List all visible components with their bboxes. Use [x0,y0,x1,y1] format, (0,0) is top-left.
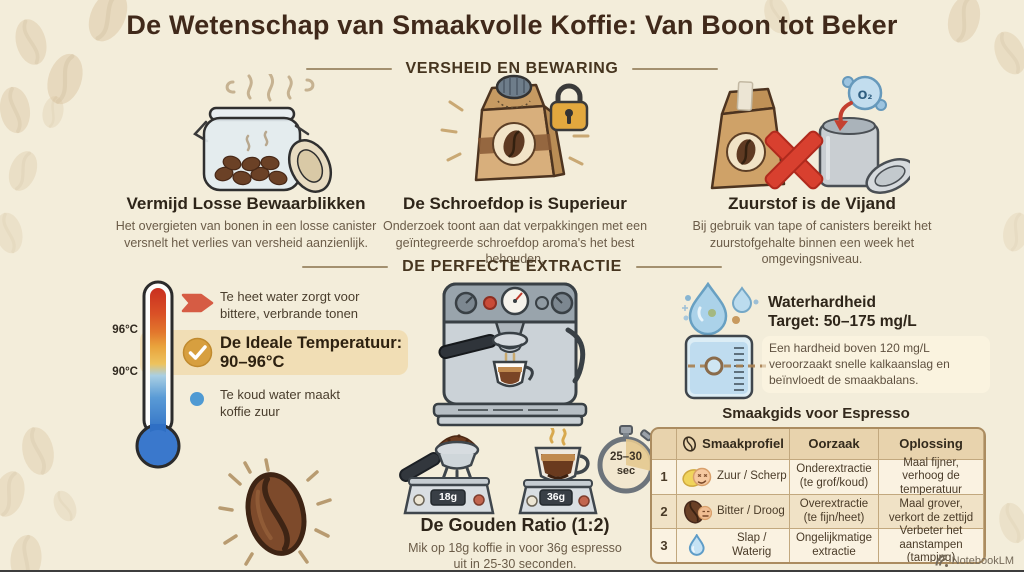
timer-value: 25–30 [610,451,642,463]
sour-lemon-face-icon [682,467,712,487]
coffee-bean-deco-icon [47,485,83,527]
card-body: Bij gebruik van tape of canisters bereik… [692,219,932,266]
column-header-cause: Oorzaak [790,429,878,459]
watermark: NotebookLM [935,554,1014,567]
notebooklm-logo-icon [935,554,948,567]
bitter-bean-face-icon [683,499,712,524]
screwcap-bag-lock-illustration [440,74,590,182]
divider-line [302,266,389,268]
coffee-bean-deco-icon [1,145,45,197]
section-header-extraction: DE PERFECTE EXTRACTIE [0,258,1024,276]
yield-display: 36g [546,491,566,503]
taste-profile-label: Zuur / Scherp [717,470,787,483]
ideal-temperature-label: De Ideale Temperatuur: [220,334,403,352]
section-header-label: VERSHEID EN BEWARING [405,60,619,77]
water-hardness-title: Waterhardheid Target: 50–175 mg/L [768,293,917,331]
taste-profile-cell: Bitter / Droog [677,495,789,528]
page-title: De Wetenschap van Smaakvolle Koffie: Van… [126,10,898,40]
cold-note-line1: Te koud water maakt [220,387,340,402]
divider-line [635,266,722,268]
card-body: Onderzoek toont aan dat verpakkingen met… [382,219,648,266]
cold-dot-icon [190,392,204,406]
water-title-line1: Waterhardheid [768,294,876,311]
cold-note-line2: koffie zuur [220,403,280,419]
cold-note: Te koud water maakt koffie zuur [220,387,340,420]
ratio-body-line1: Mik op 18g koffie in voor 36g espresso [408,541,622,555]
card-body: Het overgieten van bonen in een losse ca… [115,219,377,250]
coffee-bean-deco-icon [0,465,32,523]
taste-profile-cell: Slap / Waterig [677,529,789,562]
espresso-machine-illustration [432,282,588,427]
dose-display: 18g [438,491,458,503]
bag-x-canister-oxygen-illustration [710,75,910,194]
taste-guide-table: Smaakprofiel Oorzaak Oplossing 1 Zuur / … [650,427,986,564]
coffee-bean-deco-icon [38,92,68,132]
hot-note-line2: bittere, verbrande tonen [220,305,359,321]
water-title-line2: Target: 50–175 mg/L [768,313,917,330]
coffee-bean-deco-icon [0,208,28,258]
row-number: 1 [652,460,676,494]
temp-tick-90: 90°C [112,366,138,378]
coffee-bean-deco-icon [0,83,35,137]
taste-profile-label: Bitter / Droog [717,504,785,517]
solution-cell: Maal fijner, verhoog de temperatuur [879,457,983,496]
water-drop-icon [688,533,705,556]
ideal-temperature-range: 90–96°C [220,353,285,371]
taste-guide-title: Smaakgids voor Espresso [722,405,910,422]
ideal-temperature-text: De Ideale Temperatuur: 90–96°C [220,334,402,372]
ratio-body-line2: uit in 25-30 seconden. [453,557,577,571]
coffee-bean-deco-icon [993,498,1024,548]
row-number: 2 [652,495,676,528]
water-drop-beaker-illustration [682,282,766,400]
card-loose-canister: Vermijd Losse Bewaarblikken Het overgiet… [96,194,396,251]
taste-profile-label: Slap / Waterig [732,531,772,558]
column-header-profile: Smaakprofiel [677,429,789,459]
check-circle-icon [182,337,213,368]
coffee-bean-highlight-illustration [218,458,332,566]
coffee-bean-deco-icon [36,45,94,113]
section-header-label: DE PERFECTE EXTRACTIE [402,258,622,275]
timer-unit: sec [616,465,636,477]
taste-profile-cell: Zuur / Scherp [677,460,789,494]
temp-tick-96: 96°C [112,324,138,336]
column-header-solution: Oplossing [879,429,983,459]
cause-cell: Ongelijkmatige extractie [790,529,878,562]
section-header-freshness: VERSHEID EN BEWARING [0,60,1024,78]
bottom-border [0,570,1024,572]
portafilter-scale-illustration [399,434,495,515]
golden-ratio-body: Mik op 18g koffie in voor 36g espresso u… [380,540,650,572]
solution-cell: Verbeter het aanstampen (tamping) [879,525,983,562]
hot-note-line1: Te heet water zorgt voor [220,289,360,304]
watermark-label: NotebookLM [951,554,1014,567]
storage-jar-illustration [193,74,333,193]
column-header-label: Smaakprofiel [702,436,784,452]
coffee-bean-deco-icon [6,531,46,572]
divider-line [305,68,392,70]
water-hardness-body: Een hardheid boven 120 mg/L veroorzaakt … [762,336,990,394]
card-title: De Schroefdop is Superieur [403,194,627,213]
bean-outline-icon [683,436,697,452]
card-title: Vermijd Losse Bewaarblikken [126,194,366,213]
solution-cell: Maal grover, verkort de zettijd [879,495,983,528]
cause-cell: Onderextractie (te grof/koud) [790,460,878,494]
espresso-cup-scale-illustration [518,428,598,515]
golden-ratio-title: De Gouden Ratio (1:2) [420,515,610,535]
divider-line [632,68,719,70]
coffee-bean-deco-icon [998,208,1024,256]
coffee-bean-deco-icon [15,422,61,480]
card-oxygen: Zuurstof is de Vijand Bij gebruik van ta… [662,194,962,268]
hot-note: Te heet water zorgt voor bittere, verbra… [220,289,359,322]
thermometer-illustration [135,280,181,469]
header-corner-cell [652,429,676,459]
cause-cell: Overextractie (te fijn/heet) [790,495,878,528]
card-screwcap: De Schroefdop is Superieur Onderzoek too… [370,194,660,268]
oxygen-molecule-label: O₂ [857,88,873,102]
row-number: 3 [652,529,676,562]
hot-arrow-icon [181,293,214,313]
card-title: Zuurstof is de Vijand [728,194,896,213]
